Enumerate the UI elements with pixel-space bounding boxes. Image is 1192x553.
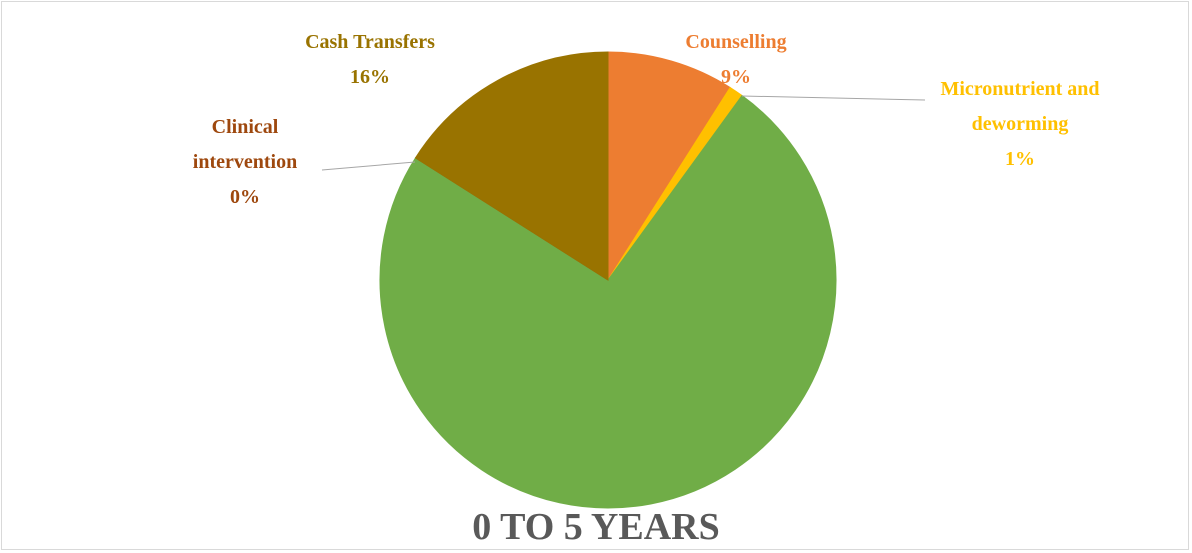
data-label: Counselling 9%	[636, 25, 836, 95]
category-label: Micronutrient and deworming	[940, 78, 1100, 135]
pie-slice	[379, 94, 837, 509]
value-label: 9%	[721, 66, 751, 88]
value-label: 1%	[1005, 148, 1035, 170]
data-label: Clinical intervention 0%	[175, 110, 315, 215]
category-label: Cash Transfers	[305, 31, 435, 53]
leader-line	[741, 95, 926, 101]
value-label: 0%	[230, 186, 260, 208]
pie-slice	[414, 51, 609, 281]
chart-title: 0 TO 5 YEARS	[472, 506, 720, 548]
leader-line	[321, 161, 416, 171]
value-label: 16%	[350, 66, 390, 88]
category-label: Clinical intervention	[192, 116, 298, 173]
data-label: Cash Transfers 16%	[270, 25, 470, 95]
data-label: Micronutrient and deworming 1%	[935, 72, 1105, 177]
pie-slice	[607, 51, 731, 282]
category-label: Counselling	[685, 31, 787, 53]
